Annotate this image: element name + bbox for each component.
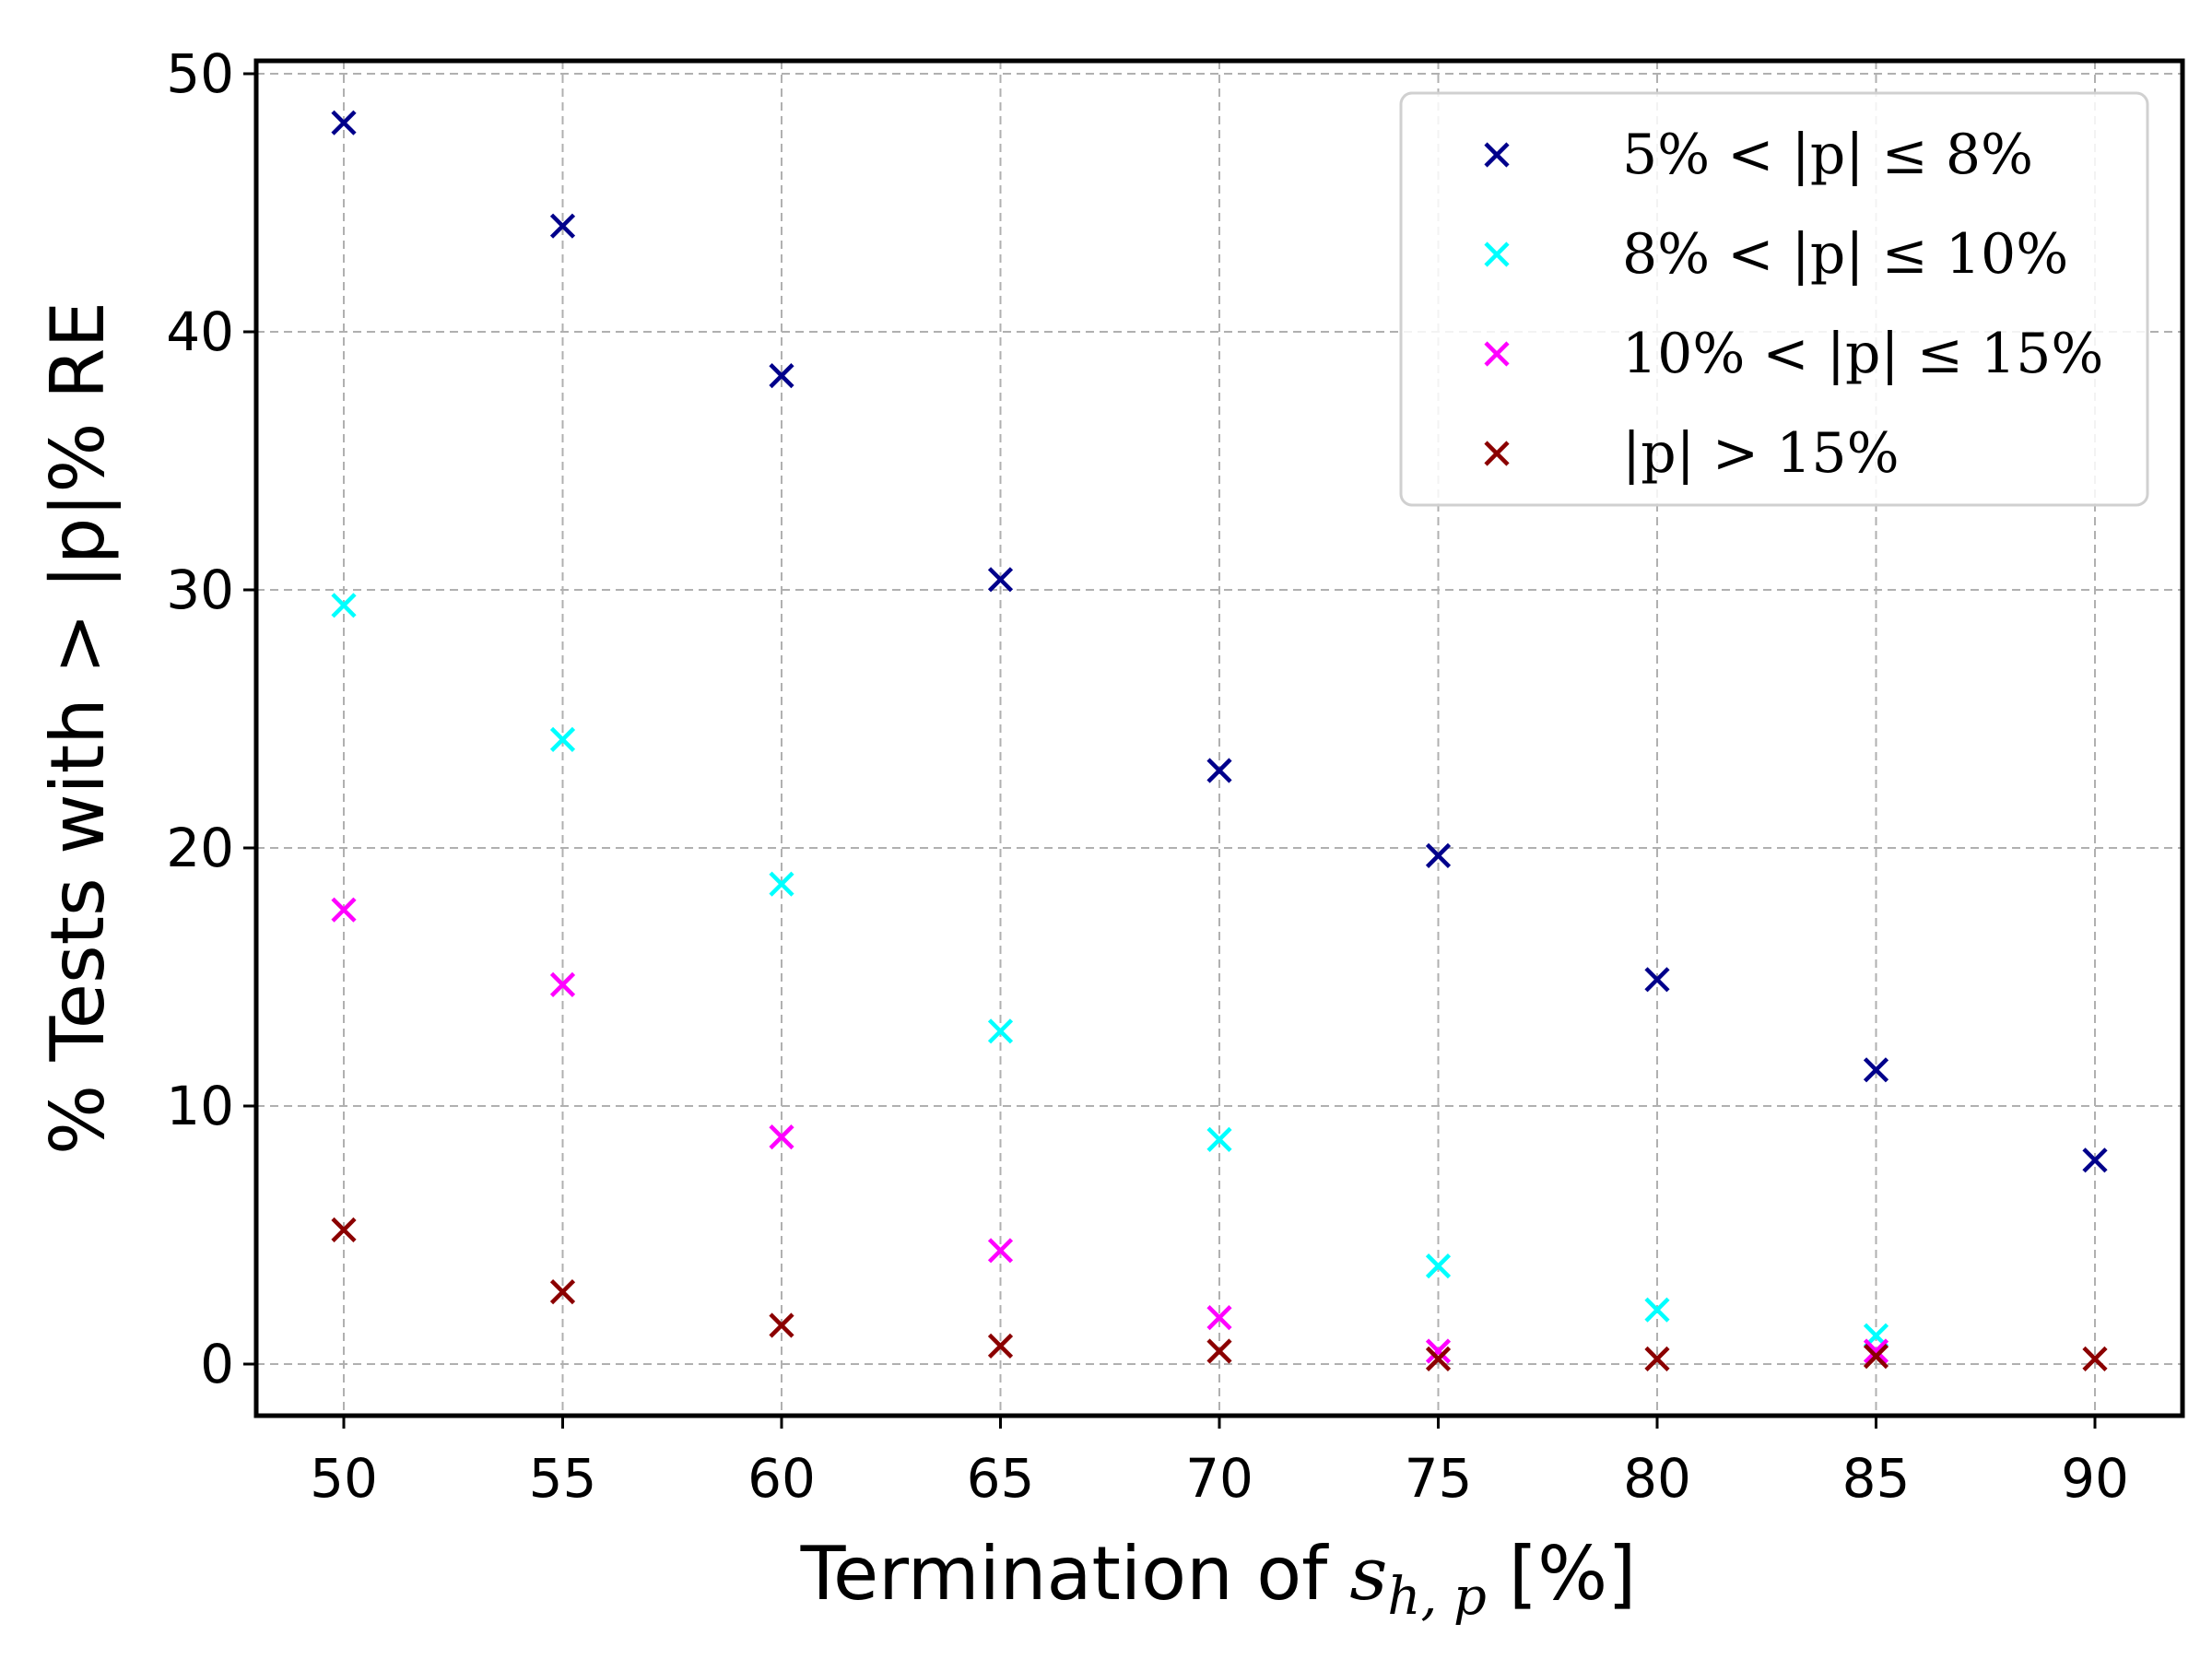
data-points — [331, 110, 2108, 1371]
y-tick-label-1: 10 — [166, 1075, 234, 1137]
point-series-0-0 — [331, 110, 357, 135]
point-series-3-6 — [1644, 1346, 1670, 1371]
x-tick-label-8: 90 — [2061, 1447, 2129, 1510]
legend-marker-0 — [1484, 142, 1510, 168]
legend-label-1: 8% < |p| ≤ 10% — [1622, 222, 2068, 287]
x-tick-label-7: 85 — [1842, 1447, 1911, 1510]
point-series-1-6 — [1644, 1297, 1670, 1323]
point-series-2-0 — [331, 897, 357, 923]
point-series-2-1 — [549, 971, 576, 997]
y-axis-label: % Tests with > |p|% RE — [35, 301, 122, 1155]
point-series-0-5 — [1425, 842, 1452, 868]
axis-ticks: 50 55 60 65 70 75 80 85 90 0 10 20 30 40 50 — [166, 42, 2129, 1510]
point-series-3-4 — [1206, 1338, 1232, 1364]
point-series-2-5 — [1425, 1338, 1452, 1364]
y-tick-label-4: 40 — [166, 300, 234, 363]
legend-marker-3 — [1484, 441, 1510, 466]
x-tick-label-1: 55 — [529, 1447, 597, 1510]
y-tick-label-2: 20 — [166, 817, 234, 879]
point-series-1-5 — [1425, 1253, 1452, 1279]
point-series-0-6 — [1644, 967, 1670, 993]
legend-box — [1399, 91, 2149, 507]
point-series-3-2 — [769, 1312, 794, 1338]
series-0 — [331, 110, 2108, 1173]
legend-label-3: |p| > 15% — [1622, 421, 1900, 486]
point-series-0-3 — [987, 567, 1014, 593]
x-axis-label-text: Termination of — [800, 1531, 1329, 1617]
x-tick-label-0: 50 — [310, 1447, 378, 1510]
y-tick-label-5: 50 — [166, 42, 234, 105]
point-series-1-1 — [549, 726, 576, 752]
y-tick-label-3: 30 — [166, 559, 234, 621]
point-series-2-2 — [769, 1124, 794, 1150]
point-series-3-8 — [2082, 1346, 2108, 1371]
point-series-0-2 — [769, 363, 794, 389]
point-series-3-0 — [331, 1217, 357, 1242]
point-series-0-7 — [1863, 1057, 1889, 1083]
point-series-2-6 — [1863, 1338, 1889, 1364]
point-series-1-4 — [1206, 1126, 1232, 1152]
x-tick-label-3: 65 — [967, 1447, 1035, 1510]
point-series-1-2 — [769, 871, 794, 897]
series-2 — [331, 897, 1889, 1364]
point-series-3-7 — [1863, 1344, 1889, 1370]
legend-label-2: 10% < |p| ≤ 15% — [1622, 322, 2103, 386]
point-series-0-8 — [2082, 1147, 2108, 1173]
point-series-1-3 — [987, 1018, 1014, 1044]
series-1 — [331, 593, 1889, 1348]
point-series-1-0 — [331, 593, 357, 618]
y-tick-label-0: 0 — [200, 1333, 234, 1395]
legend-marker-2 — [1484, 341, 1510, 367]
point-series-2-4 — [1206, 1305, 1232, 1331]
legend-marker-1 — [1484, 241, 1510, 267]
point-series-3-5 — [1425, 1346, 1452, 1371]
series-3 — [331, 1217, 2108, 1371]
x-axis-label-unit: [%] — [1509, 1531, 1636, 1617]
legend-label-0: 5% < |p| ≤ 8% — [1622, 123, 2033, 187]
x-tick-label-6: 80 — [1623, 1447, 1691, 1510]
legend: 5% < |p| ≤ 8% 8% < |p| ≤ 10% 10% < |p| ≤ 1… — [1399, 91, 2149, 507]
x-axis-label-symbol: s — [1349, 1531, 1387, 1617]
point-series-2-3 — [987, 1238, 1014, 1264]
x-axis-label-subscript: h, p — [1387, 1567, 1487, 1627]
point-series-3-3 — [987, 1333, 1014, 1359]
point-series-0-4 — [1206, 758, 1232, 783]
point-series-0-1 — [549, 213, 576, 239]
x-tick-label-4: 70 — [1185, 1447, 1253, 1510]
point-series-3-1 — [549, 1279, 576, 1305]
x-tick-label-2: 60 — [747, 1447, 816, 1510]
x-axis-label: Termination of sh, p [%] — [800, 1531, 1637, 1627]
x-tick-label-5: 75 — [1405, 1447, 1473, 1510]
